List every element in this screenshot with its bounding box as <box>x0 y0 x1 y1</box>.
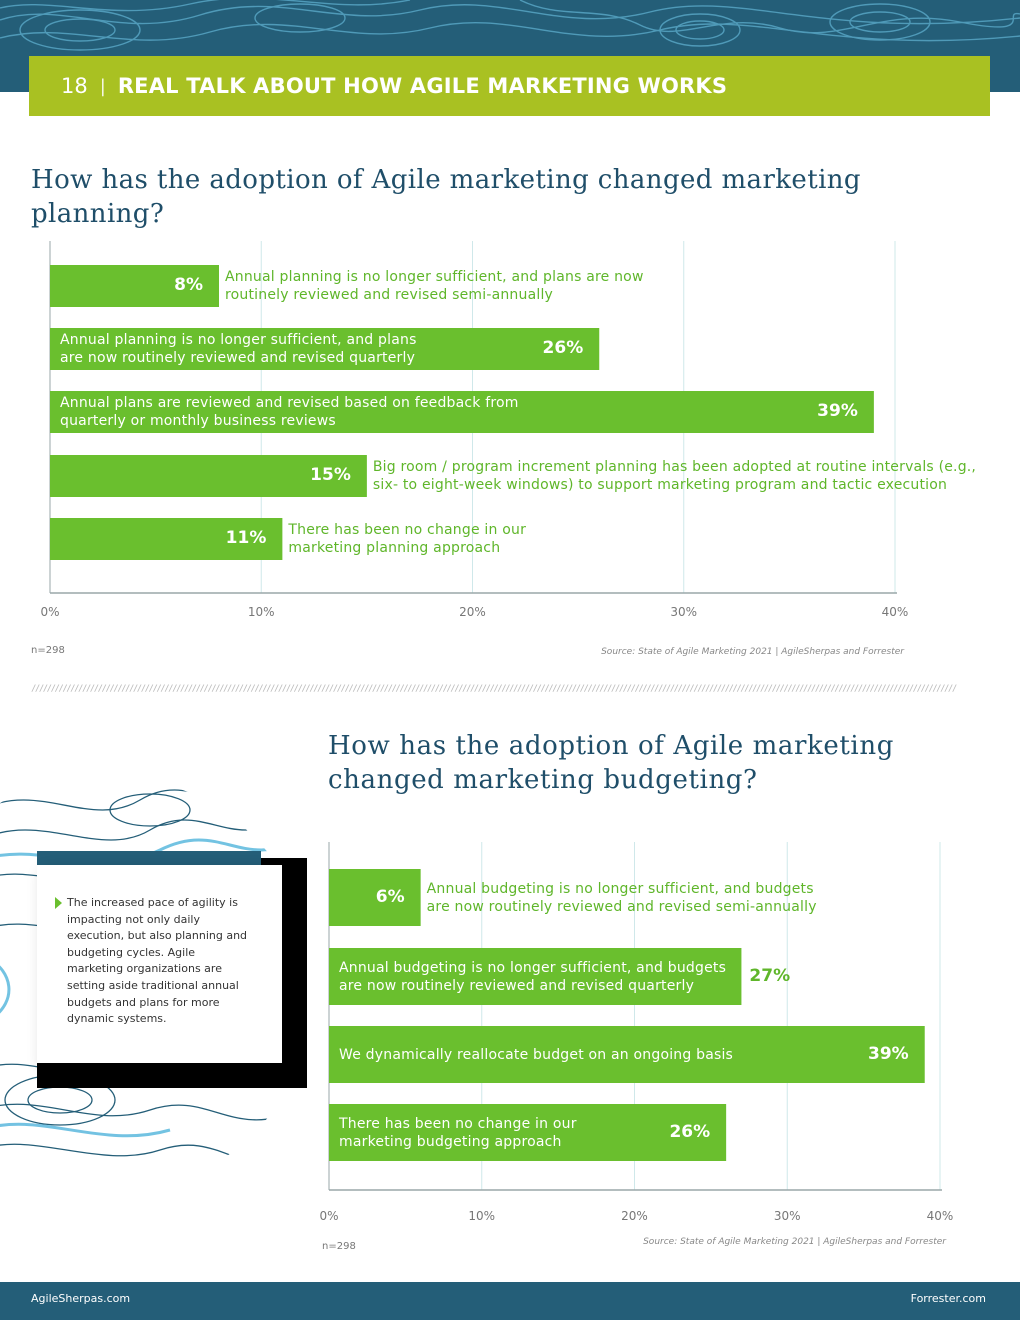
budgeting-bar-chart: 0% 10% 20% 30% 40% 6% Annual budgeting is no l… <box>319 842 954 1223</box>
bar-value-label: 39% <box>817 401 858 421</box>
section-divider: ////////////////////////////////////////… <box>31 684 957 694</box>
chart-1-sample-size: n=298 <box>31 645 65 656</box>
bar-value-label: 11% <box>225 528 267 548</box>
bar-category-label: There has been no change in our marketing… <box>288 521 526 557</box>
bar-category-label-line: Annual budgeting is no longer sufficient… <box>339 959 727 976</box>
tick-label: 0% <box>319 1209 339 1223</box>
bar-category-label: We dynamically reallocate budget on an o… <box>339 1046 733 1064</box>
bar <box>329 1104 727 1161</box>
tick-label: 10% <box>247 605 275 619</box>
bar-category-label: Annual planning is no longer sufficient,… <box>225 268 644 304</box>
bar-value-label: 6% <box>375 886 405 907</box>
bar-category-label-line: Annual planning is no longer sufficient,… <box>60 332 417 348</box>
bar-category-label-line: We dynamically reallocate budget on an o… <box>339 1046 734 1063</box>
bar <box>329 1026 925 1083</box>
bar <box>329 948 742 1005</box>
bar-category-label-line: Big room / program increment planning ha… <box>372 459 977 475</box>
bar <box>50 328 600 370</box>
bar-category-label-line: There has been no change in our <box>288 522 527 538</box>
bar-value-label: 39% <box>868 1043 909 1064</box>
bar-category-label: There has been no change in our marketing… <box>339 1115 577 1151</box>
tick-label: 30% <box>773 1209 801 1223</box>
bar-value-label: 15% <box>310 465 351 485</box>
tick-label: 10% <box>468 1209 496 1223</box>
bar-category-label-line: marketing budgeting approach <box>339 1133 562 1150</box>
footer-agilesherpas-link[interactable]: AgileSherpas.com <box>31 1292 131 1305</box>
topographic-pattern <box>0 0 1020 51</box>
bar-category-label-line: are now routinely reviewed and revised s… <box>426 898 817 915</box>
chart-2-source: Source: State of Agile Marketing 2021 | … <box>643 1237 946 1247</box>
bar-category-label-line: six- to eight-week windows) to support m… <box>372 477 948 493</box>
bar-value-label: 27% <box>749 965 791 986</box>
bar <box>50 518 283 560</box>
page-number: 18 <box>61 74 88 98</box>
chart-1-title: How has the adoption of Agile marketing … <box>31 165 861 229</box>
callout-box <box>37 865 282 1063</box>
tick-label: 0% <box>40 605 60 619</box>
header-separator: | <box>99 75 106 97</box>
bar <box>50 391 874 433</box>
chart-2-sample-size: n=298 <box>322 1241 356 1252</box>
bar-category-label: Annual budgeting is no longer sufficient… <box>427 880 817 916</box>
chart-1-svg <box>49 241 897 594</box>
bar-value-label: 8% <box>174 275 203 295</box>
callout-tab <box>37 851 261 865</box>
bar <box>50 265 219 307</box>
bar-value-label: 26% <box>542 338 584 358</box>
bar <box>50 455 367 497</box>
chart-2-svg <box>328 842 942 1191</box>
bar-category-label: Annual budgeting is no longer sufficient… <box>339 959 726 995</box>
callout-arrow-icon <box>55 897 62 909</box>
bar-category-label: Annual planning is no longer sufficient,… <box>60 331 417 367</box>
tick-label: 30% <box>670 605 698 619</box>
tick-label: 40% <box>881 605 909 619</box>
tick-label: 40% <box>926 1209 954 1223</box>
footer-forrester-link[interactable]: Forrester.com <box>910 1292 986 1305</box>
bar-value-label: 26% <box>669 1121 711 1142</box>
bar-category-label-line: are now routinely reviewed and revised q… <box>60 350 416 366</box>
bar-category-label-line: Annual planning is no longer sufficient,… <box>225 269 644 285</box>
bar-category-label-line: marketing planning approach <box>288 540 501 556</box>
bar-category-label-line: There has been no change in our <box>339 1115 577 1132</box>
footer: AgileSherpas.com Forrester.com <box>0 1282 1020 1320</box>
tick-label: 20% <box>459 605 486 619</box>
bar-category-label-line: routinely reviewed and revised semi-annu… <box>225 287 554 303</box>
callout-text: The increased pace of agility is impacti… <box>67 896 248 1026</box>
bar <box>329 869 421 926</box>
bar-category-label-line: Annual plans are reviewed and revised ba… <box>60 395 519 411</box>
bar-category-label: Annual plans are reviewed and revised ba… <box>60 394 519 430</box>
chart-1-source: Source: State of Agile Marketing 2021 | … <box>601 647 904 657</box>
header-bar: 18 | REAL TALK ABOUT HOW AGILE MARKETING… <box>29 56 990 116</box>
bar-category-label-line: quarterly or monthly business reviews <box>60 413 336 429</box>
bar-category-label-line: are now routinely reviewed and revised q… <box>339 977 695 994</box>
planning-bar-chart: 0% 10% 20% 30% 40% 8% Annual planning is no lo… <box>40 241 976 619</box>
header-title: REAL TALK ABOUT HOW AGILE MARKETING WORK… <box>117 74 728 98</box>
bar-category-label-line: Annual budgeting is no longer sufficient… <box>426 880 814 897</box>
chart-2-title: How has the adoption of Agile marketing … <box>328 731 894 795</box>
tick-label: 20% <box>621 1209 648 1223</box>
bar-category-label: Big room / program increment planning ha… <box>373 458 976 494</box>
